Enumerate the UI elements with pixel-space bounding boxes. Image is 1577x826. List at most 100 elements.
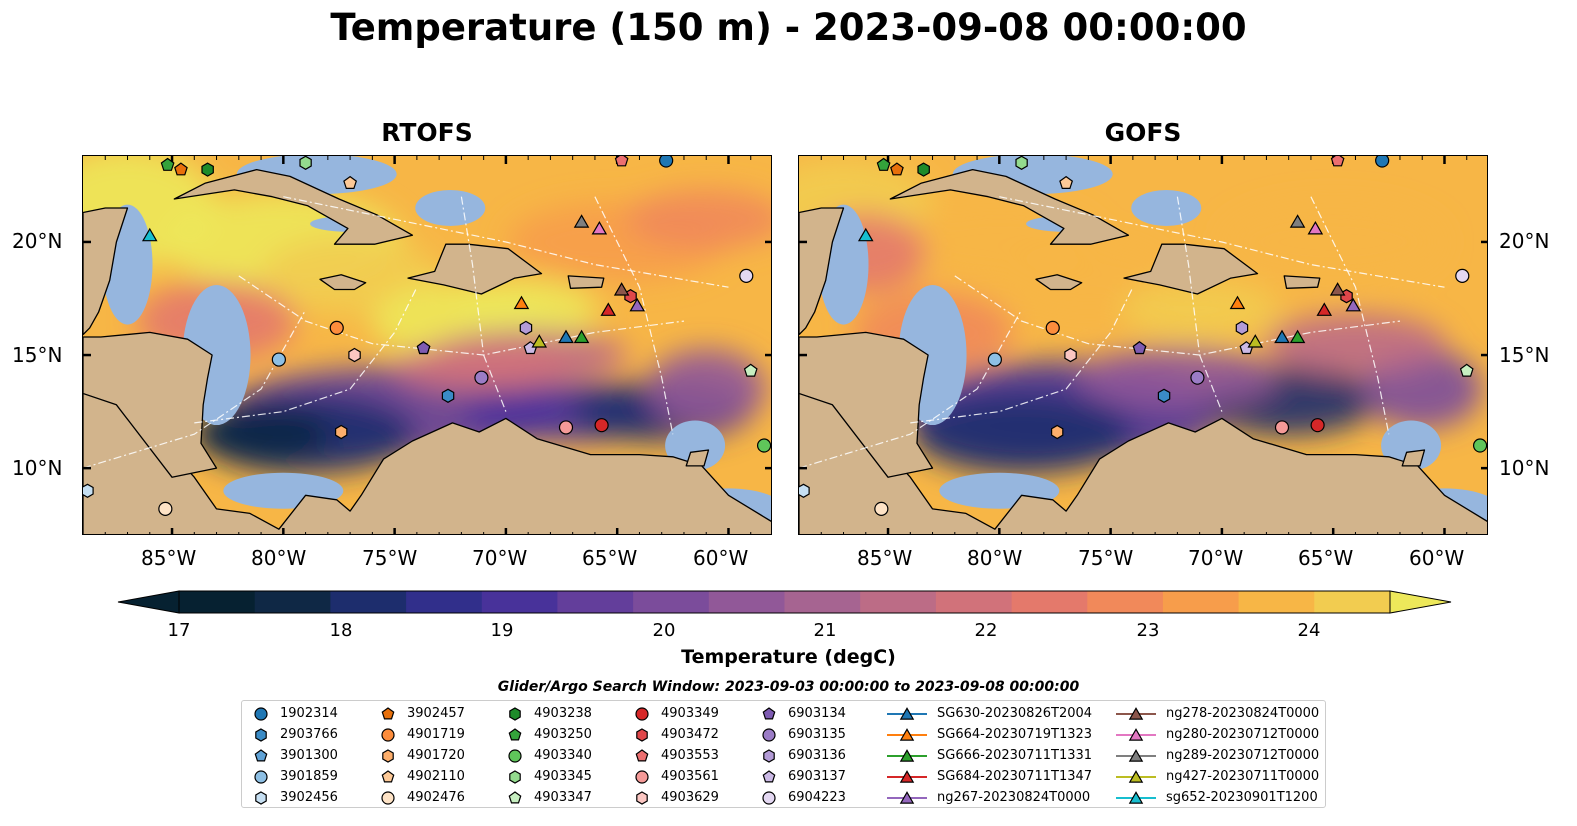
marker-4903238 — [201, 162, 214, 177]
legend-symbol — [1128, 790, 1144, 804]
marker-1902314 — [1375, 156, 1390, 168]
legend-marker — [255, 790, 267, 805]
legend-label: 4903472 — [661, 727, 719, 742]
legend-marker — [381, 790, 395, 805]
colorbar-bin — [935, 591, 1013, 613]
marker-3902457 — [890, 162, 904, 176]
y-tick-label: 15°N — [1499, 343, 1550, 367]
temperature-blob — [1265, 313, 1446, 374]
marker-4903238 — [917, 162, 930, 177]
legend-label: SG664-20230719T1323 — [937, 727, 1093, 742]
land — [799, 331, 934, 478]
land — [1123, 243, 1259, 295]
marker-sg652-20230901T1200 — [857, 227, 874, 242]
marker-ng289-20230712T0000 — [573, 214, 590, 228]
figure-title: Temperature (150 m) - 2023-09-08 00:00:0… — [330, 6, 1247, 49]
legend-label: 3902456 — [280, 790, 338, 805]
land — [83, 207, 129, 336]
colorbar-bin — [1087, 591, 1164, 613]
legend-symbol — [899, 790, 915, 804]
legend-label: 4901720 — [407, 748, 465, 763]
legend-entry: 4903629 — [631, 787, 719, 808]
colorbar-bin — [708, 591, 786, 613]
marker-4901719 — [1045, 320, 1060, 336]
legend-label: SG666-20230711T1331 — [937, 748, 1093, 763]
legend-label: SG684-20230711T1347 — [937, 769, 1093, 784]
legend-entry: 4901720 — [377, 745, 465, 766]
legend-label: ng267-20230824T0000 — [937, 790, 1091, 805]
legend-marker — [887, 790, 927, 804]
colorbar-bin — [254, 591, 331, 613]
legend-entry: 4902110 — [377, 766, 465, 787]
legend-entry: 4903238 — [504, 703, 592, 724]
marker-6904223 — [1455, 268, 1470, 283]
legend-symbol — [381, 727, 395, 742]
legend-symbol — [899, 748, 915, 762]
marker-3902457 — [174, 162, 188, 176]
legend-marker — [762, 769, 776, 782]
legend-marker — [762, 727, 776, 742]
legend-marker — [636, 727, 648, 742]
land — [83, 381, 771, 534]
marker-4903349 — [1310, 418, 1325, 433]
legend-entry: ng267-20230824T0000 — [885, 787, 1090, 808]
colorbar-bin — [1162, 591, 1240, 613]
marker-SG664-20230719T1323 — [513, 295, 530, 310]
legend-entry: SG684-20230711T1347 — [885, 766, 1092, 787]
legend-label: 4903340 — [534, 748, 592, 763]
legend-symbol — [762, 769, 776, 782]
x-tick-label: 75°W — [362, 546, 418, 570]
legend-symbol — [254, 769, 268, 784]
colorbar-tick-label: 24 — [1297, 620, 1321, 641]
colorbar-bin — [557, 591, 634, 613]
marker-ng280-20230712T0000 — [591, 220, 608, 235]
legend-marker — [254, 706, 268, 721]
colorbar-tick-label: 22 — [974, 620, 998, 641]
marker-3902456 — [83, 483, 94, 498]
legend-label: 4902110 — [407, 769, 465, 784]
legend-label: 4903250 — [534, 727, 592, 742]
colorbar-extend-low — [117, 590, 180, 614]
marker-6903136 — [519, 320, 533, 336]
marker-3901859 — [271, 352, 286, 367]
panel-title-rtofs: RTOFS — [381, 118, 473, 147]
legend-label: 1902314 — [280, 706, 338, 721]
legend-symbol — [254, 706, 268, 721]
legend-symbol — [255, 790, 267, 805]
colorbar-bin — [481, 591, 559, 613]
legend-label: 6903136 — [788, 748, 846, 763]
legend-marker — [509, 706, 521, 721]
colorbar — [117, 590, 1452, 614]
colorbar-bin — [406, 591, 483, 613]
temperature-blob — [911, 394, 1132, 475]
legend-symbol — [381, 790, 395, 805]
eez-boundary — [799, 309, 1023, 469]
marker-4903347 — [1459, 363, 1474, 377]
legend-label: 6903135 — [788, 727, 846, 742]
marker-4903345 — [1015, 156, 1028, 170]
marker-SG684-20230711T1347 — [1316, 302, 1333, 316]
marker-2903766 — [441, 388, 455, 403]
legend-entry: 2903766 — [250, 724, 338, 745]
legend-symbol — [899, 706, 915, 720]
marker-SG666-20230711T1331 — [1289, 329, 1306, 344]
legend-symbol — [381, 769, 395, 782]
marker-ng278-20230824T0000 — [1329, 282, 1346, 296]
marker-4903345 — [299, 156, 312, 170]
legend-label: ng427-20230711T0000 — [1166, 769, 1320, 784]
legend-marker — [1116, 790, 1156, 804]
marker-4903349 — [594, 418, 609, 433]
legend-marker — [1116, 748, 1156, 762]
colorbar-bin — [1238, 591, 1315, 613]
legend-entry: SG630-20230826T2004 — [885, 703, 1092, 724]
legend-symbol — [1128, 727, 1144, 741]
x-tick-label: 75°W — [1078, 546, 1134, 570]
shallow-shelf — [665, 420, 726, 471]
land — [1401, 449, 1426, 467]
eez-boundary — [194, 286, 418, 424]
legend-label: 6903137 — [788, 769, 846, 784]
colorbar-extend-high — [1389, 590, 1452, 614]
legend-marker — [887, 706, 927, 720]
land — [685, 449, 710, 467]
colorbar-outline — [178, 590, 1391, 614]
